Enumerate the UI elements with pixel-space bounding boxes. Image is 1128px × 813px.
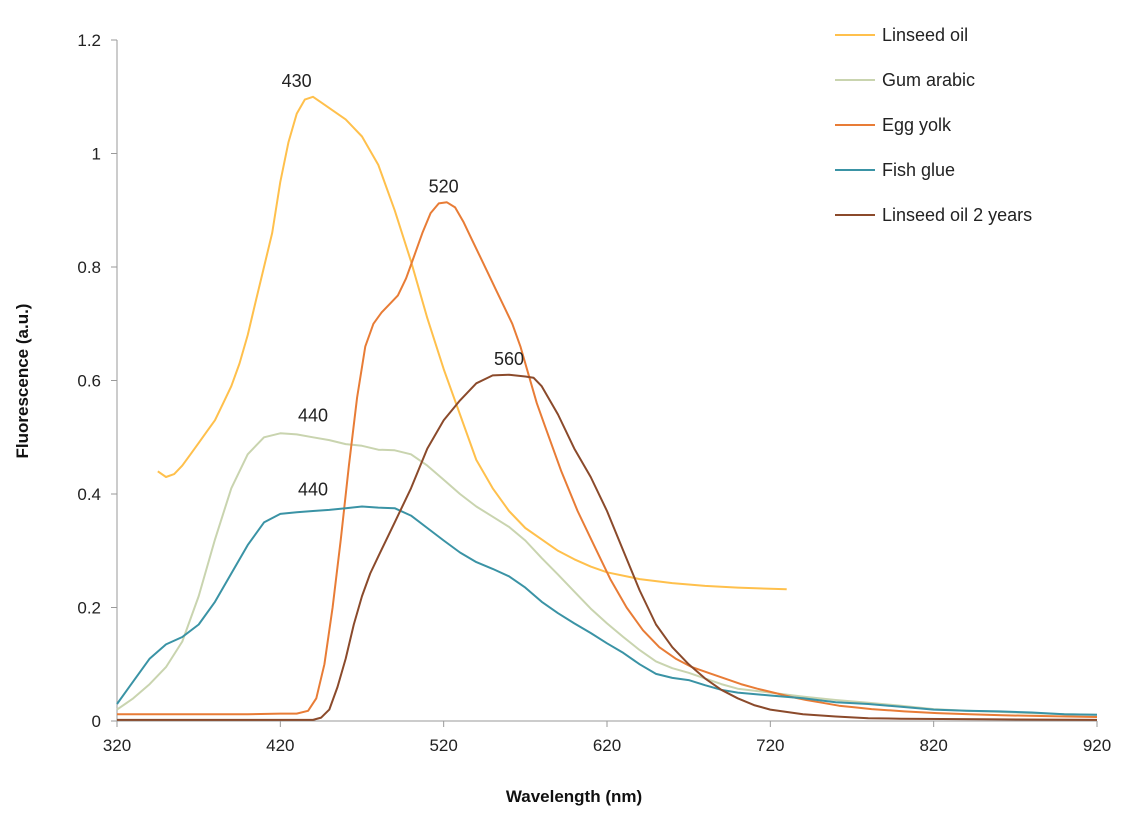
legend: Linseed oil Gum arabic Egg yolk Fish glue Li… [835,25,1032,225]
peak-label: 520 [429,176,459,196]
legend-label: Linseed oil [882,25,968,45]
peak-label: 440 [298,406,328,426]
y-axis-title: Fluorescence (a.u.) [13,304,32,459]
series-line-fish-glue [116,505,1098,716]
x-tick-label: 320 [103,736,131,755]
series-line-gum-arabic [116,432,1098,716]
legend-label: Egg yolk [882,115,952,135]
x-tick-label: 420 [266,736,294,755]
series-lines [116,95,1098,721]
y-tick-label: 0 [92,712,101,731]
x-axis-ticks: 320 420 520 620 720 820 920 [103,721,1111,755]
series-line-egg-yolk [117,201,1098,718]
x-tick-label: 720 [756,736,784,755]
legend-label: Fish glue [882,160,955,180]
legend-label: Gum arabic [882,70,975,90]
y-tick-label: 0.8 [77,258,101,277]
series-line-linseed-oil [157,95,787,591]
y-tick-label: 0.6 [77,372,101,391]
x-tick-label: 520 [429,736,457,755]
peak-label: 440 [298,479,328,499]
y-tick-label: 0.4 [77,485,101,504]
legend-label: Linseed oil 2 years [882,205,1032,225]
y-axis-ticks: 0 0.2 0.4 0.6 0.8 1 1.2 [77,31,117,731]
y-tick-label: 0.2 [77,599,101,618]
peak-annotations: 430 440 440 520 560 [282,71,524,500]
x-tick-label: 820 [919,736,947,755]
y-tick-label: 1.2 [77,31,101,50]
y-tick-label: 1 [92,145,101,164]
series-line-linseed-oil-2-years [117,373,1098,721]
peak-label: 560 [494,349,524,369]
x-tick-label: 620 [593,736,621,755]
peak-label: 430 [282,71,312,91]
x-axis-title: Wavelength (nm) [506,787,642,806]
x-tick-label: 920 [1083,736,1111,755]
